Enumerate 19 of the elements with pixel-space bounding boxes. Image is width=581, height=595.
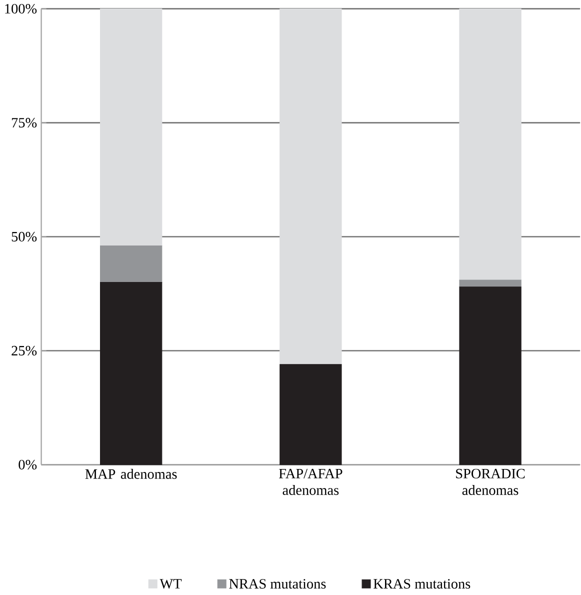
- y-tick-label: 50%: [12, 232, 37, 242]
- y-tick-label: 0%: [18, 460, 37, 470]
- bar: [100, 8, 162, 246]
- bar: [100, 282, 162, 465]
- y-tick-label: 100%: [5, 4, 37, 14]
- bar: [459, 8, 522, 280]
- legend-label: WT: [160, 579, 182, 589]
- y-tick-label: 25%: [12, 346, 37, 356]
- x-tick-label: MAP adenomas: [85, 468, 177, 479]
- legend-label: NRAS mutations: [229, 579, 326, 589]
- x-tick-label: SPORADIC adenomas: [456, 468, 525, 495]
- bar: [280, 364, 342, 465]
- bar: [459, 286, 522, 465]
- x-tick-label: FAP/AFAP adenomas: [279, 468, 342, 495]
- y-tick-label: 75%: [12, 118, 37, 128]
- bar: [100, 246, 162, 283]
- legend-label: KRAS mutations: [374, 579, 470, 589]
- bar: [459, 280, 522, 288]
- bar: [280, 8, 342, 365]
